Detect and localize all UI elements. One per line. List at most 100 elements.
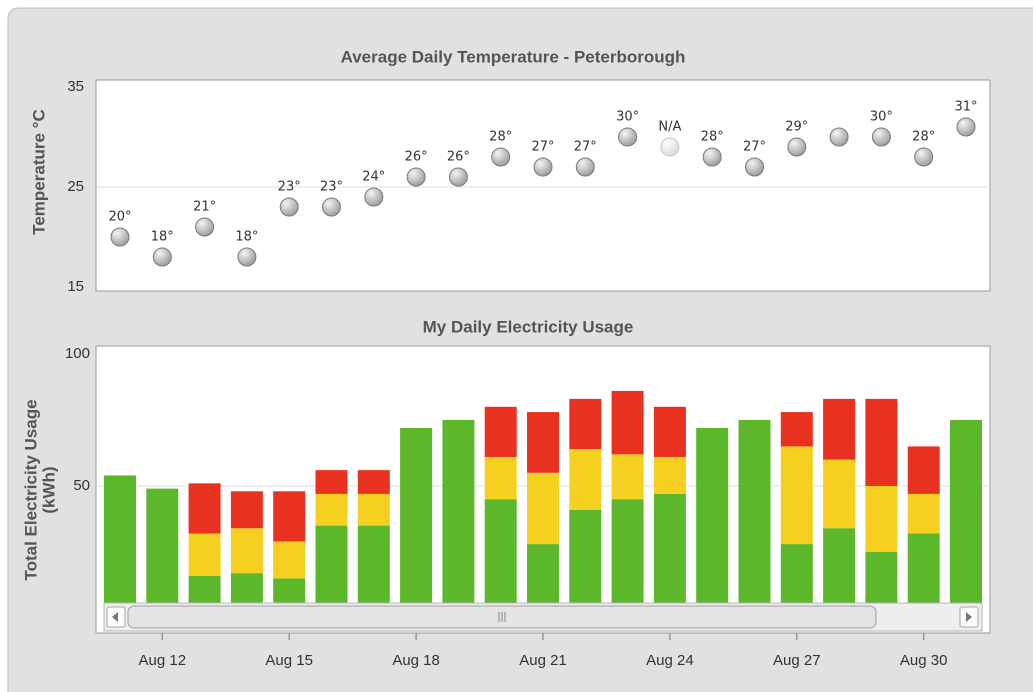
arrow — [112, 612, 118, 622]
bar-segment — [188, 533, 221, 576]
point-label: 31° — [954, 100, 977, 115]
point — [152, 247, 172, 267]
bar-segment — [823, 459, 856, 529]
point-label: 27° — [743, 140, 766, 155]
point-label: 26° — [405, 150, 428, 165]
x-tick-label: Aug 21 — [519, 652, 567, 669]
point — [956, 117, 976, 137]
x-tick-label: Aug 18 — [392, 652, 440, 669]
point-label: 27° — [574, 140, 597, 155]
x-tick-label: Aug 12 — [139, 652, 187, 669]
bar-segment — [484, 456, 517, 500]
x-tick-label: Aug 27 — [773, 652, 821, 669]
point — [914, 147, 934, 167]
bar-segment — [146, 488, 179, 618]
bar-segment — [569, 449, 602, 510]
bar-segment — [569, 509, 602, 618]
bar-segment — [273, 491, 306, 542]
point — [702, 147, 722, 167]
point — [364, 187, 384, 207]
bar-segment — [653, 456, 686, 494]
bar-segment — [611, 390, 644, 455]
x-tick-label: Aug 24 — [646, 652, 694, 669]
point — [195, 217, 215, 237]
y-tick-label: 15 — [67, 278, 84, 295]
point-label: 28° — [701, 130, 724, 145]
bar-segment — [738, 420, 771, 618]
bar-segment — [230, 528, 263, 574]
bar-segment — [569, 398, 602, 450]
point — [279, 197, 299, 217]
bar-segment — [780, 412, 813, 447]
point-label: 24° — [362, 170, 385, 185]
bar-segment — [907, 446, 940, 494]
bar-segment — [823, 398, 856, 460]
bar-segment — [357, 493, 390, 526]
bar-segment — [484, 499, 517, 618]
point — [787, 137, 807, 157]
y-axis-label: (kWh) — [39, 466, 58, 513]
bar-segment — [907, 493, 940, 534]
bar-segment — [315, 493, 348, 526]
point — [110, 227, 130, 247]
bar-segment — [230, 491, 263, 529]
y-tick-label: 35 — [67, 78, 84, 95]
arrow — [966, 612, 972, 622]
bar-segment — [400, 427, 433, 618]
point — [237, 247, 257, 267]
na-marker — [660, 137, 680, 157]
grip — [498, 612, 506, 622]
y-tick-label: 50 — [73, 477, 90, 494]
point-label: 28° — [912, 130, 935, 145]
bar-segment — [188, 483, 221, 534]
point-label: 30° — [616, 110, 639, 125]
bar-segment — [357, 470, 390, 494]
bar-segment — [611, 454, 644, 500]
point — [448, 167, 468, 187]
point — [491, 147, 511, 167]
scrollbar[interactable] — [103, 602, 983, 632]
point-label: 27° — [531, 140, 554, 155]
point-label: 18° — [151, 230, 174, 245]
bar-segment — [315, 470, 348, 494]
bar-segment — [611, 499, 644, 618]
bar-segment — [653, 493, 686, 618]
x-tick-label: Aug 30 — [900, 652, 948, 669]
point — [533, 157, 553, 177]
y-tick-label: 100 — [65, 345, 90, 362]
bar-segment — [527, 412, 559, 473]
bar-segment — [442, 420, 475, 618]
bar-segment — [950, 420, 982, 618]
bar-segment — [484, 406, 517, 457]
point — [745, 157, 764, 177]
point-label: 23° — [278, 180, 301, 195]
point — [829, 127, 849, 147]
y-axis-label: Temperature °C — [29, 109, 48, 235]
point-label: N/A — [658, 120, 681, 135]
bar-segment — [653, 406, 686, 457]
point-label: 29° — [785, 120, 808, 135]
bar-segment — [780, 446, 813, 545]
point-label: 28° — [489, 130, 512, 145]
point-label: 26° — [447, 150, 470, 165]
point — [871, 127, 891, 147]
point-label: 30° — [870, 110, 893, 125]
point — [406, 167, 426, 187]
y-axis-label: Total Electricity Usage — [21, 399, 40, 580]
bar-segment — [273, 541, 306, 579]
x-tick-label: Aug 15 — [265, 652, 313, 669]
point-label: 18° — [235, 230, 258, 245]
point-label: 21° — [193, 200, 216, 215]
bar-segment — [696, 427, 729, 618]
chart-title: Average Daily Temperature - Peterborough — [341, 47, 686, 66]
point — [618, 127, 638, 147]
y-tick-label: 25 — [67, 178, 84, 195]
bar-segment — [865, 486, 898, 552]
point — [575, 157, 595, 177]
chart-title: My Daily Electricity Usage — [423, 317, 634, 336]
point-label: 20° — [108, 210, 131, 225]
plot-area — [95, 79, 991, 292]
bar-segment — [865, 398, 898, 486]
